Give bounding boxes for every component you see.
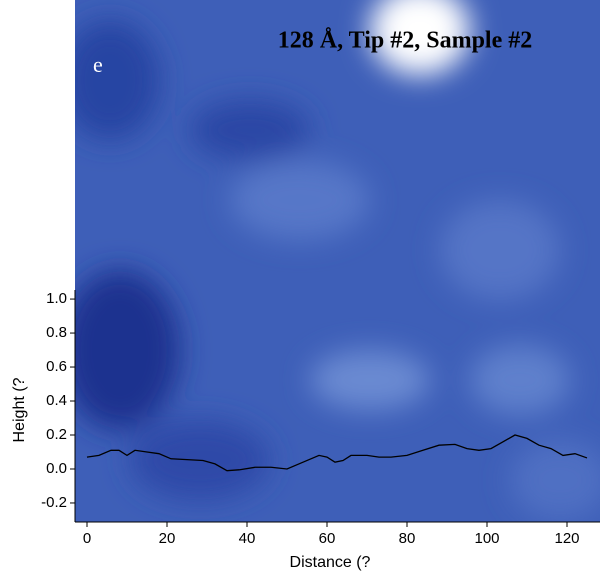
y-tick-label: -0.2 <box>41 494 67 511</box>
y-tick-label: 0.2 <box>46 426 67 443</box>
y-tick-label: 0.6 <box>46 358 67 375</box>
stm-image <box>75 0 600 522</box>
y-tick-label: 0.8 <box>46 324 67 341</box>
x-tick-label: 80 <box>399 530 416 547</box>
y-axis-label: Height (? <box>11 377 28 442</box>
x-tick-label: 40 <box>239 530 256 547</box>
y-tick-label: 1.0 <box>46 290 67 307</box>
x-tick-label: 120 <box>554 530 579 547</box>
profile-line <box>86 434 588 472</box>
panel-label: e <box>93 52 103 77</box>
x-tick-label: 60 <box>319 530 336 547</box>
x-axis-label: Distance (? <box>290 554 371 571</box>
y-tick-label: 0.0 <box>46 460 67 477</box>
chart-title: 128 Å, Tip #2, Sample #2 <box>278 28 533 54</box>
x-tick-label: 0 <box>83 530 91 547</box>
y-tick-label: 0.4 <box>46 392 67 409</box>
x-tick-label: 100 <box>474 530 499 547</box>
x-tick-label: 20 <box>159 530 176 547</box>
